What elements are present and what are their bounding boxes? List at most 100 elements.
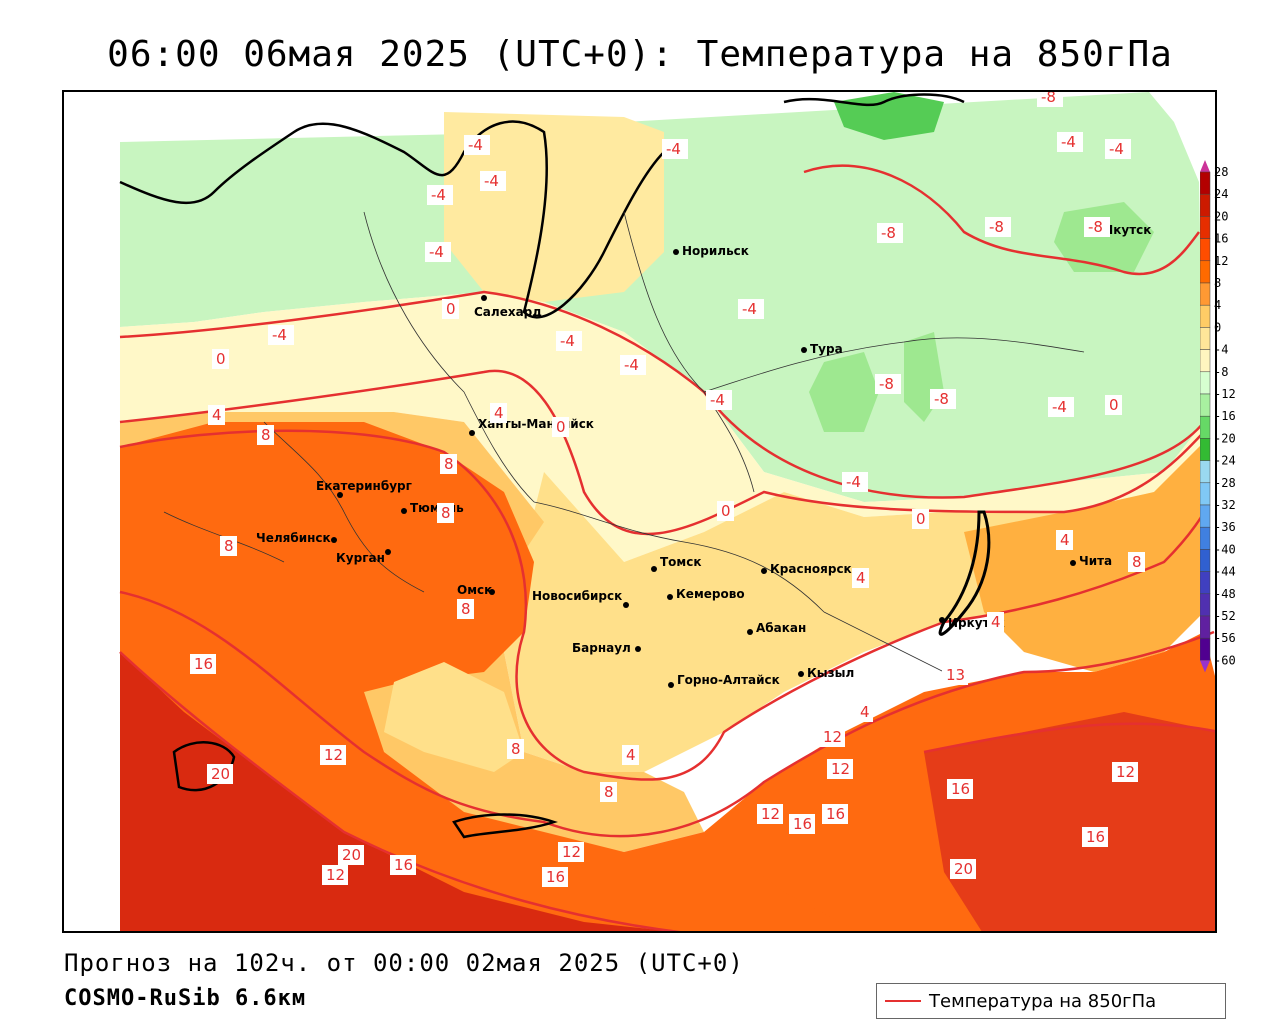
taimyr-coastline <box>783 93 965 107</box>
svg-text:Курган: Курган <box>336 551 385 565</box>
admin-borders <box>163 211 1085 673</box>
isotherm-label: 16 <box>546 868 565 886</box>
isotherm-label: 0 <box>556 418 566 436</box>
isotherm-label: -8 <box>934 390 949 408</box>
city-tyumen[interactable]: Тюмень <box>401 501 464 515</box>
svg-text:Чита: Чита <box>1079 554 1112 568</box>
map-canvas: Салехард Норильск Якутск Тура Ханты-Манс… <box>119 92 1215 931</box>
isotherm-label: 12 <box>761 805 780 823</box>
svg-text:Салехард: Салехард <box>474 305 542 319</box>
city-gorno-altaysk[interactable]: Горно-Алтайск <box>668 673 780 688</box>
city-chita[interactable]: Чита <box>1070 554 1112 568</box>
isotherm-label-bg <box>437 503 454 523</box>
colorbar-tick-label: -8 <box>1214 365 1228 379</box>
city-krasnoyarsk[interactable]: Красноярск <box>761 562 852 576</box>
svg-text:Кызыл: Кызыл <box>807 666 854 680</box>
city-kyzyl[interactable]: Кызыл <box>798 666 854 680</box>
colorbar-swatch <box>1200 393 1211 417</box>
isotherm-label: 16 <box>194 655 213 673</box>
isotherm-label-bg <box>987 612 1004 632</box>
isotherm-4 <box>119 429 1206 781</box>
isotherm-label: 8 <box>1132 553 1142 571</box>
colorbar-swatch <box>1200 504 1211 528</box>
isotherm-label-bg <box>842 472 868 492</box>
colorbar-min-arrow <box>1200 660 1210 673</box>
colorbar-swatch <box>1200 216 1211 239</box>
field-yellow-pale <box>120 292 1204 562</box>
colorbar-tick-label: -4 <box>1214 343 1228 357</box>
isotherm-label: 8 <box>461 600 471 618</box>
isotherm-label: -8 <box>989 218 1004 236</box>
isotherm-label-bg <box>912 509 929 529</box>
isotherm-label: 0 <box>216 350 226 368</box>
isotherm-label: -4 <box>1109 140 1124 158</box>
isotherm-label: 8 <box>441 504 451 522</box>
isotherm-label-bg <box>620 355 646 375</box>
isotherm-label-bg <box>208 405 225 425</box>
city-barnaul[interactable]: Барнаул <box>572 641 641 655</box>
isotherm-label-bg <box>875 374 901 394</box>
isotherm-8 <box>119 590 1215 838</box>
isotherm-label-bg <box>207 764 233 784</box>
city-tomsk[interactable]: Томск <box>651 555 702 572</box>
colorbar-tick-label: 4 <box>1214 298 1221 312</box>
colorbar-swatch <box>1200 238 1211 262</box>
isotherm-label: 4 <box>626 746 636 764</box>
city-kurgan[interactable]: Курган <box>336 549 391 565</box>
isotherm-label-bg <box>819 727 845 747</box>
svg-text:Екатеринбург: Екатеринбург <box>316 479 412 493</box>
svg-text:Абакан: Абакан <box>756 621 806 635</box>
isotherm-label-bg <box>556 331 582 351</box>
city-novosibirsk[interactable]: Новосибирск <box>532 589 629 608</box>
balkhash-lake <box>452 813 558 839</box>
isotherm-label-bg <box>856 702 873 722</box>
isotherm-label-bg <box>942 665 968 685</box>
isotherm-label-bg <box>1084 217 1110 237</box>
svg-text:Новосибирск: Новосибирск <box>532 589 622 603</box>
colorbar-swatch <box>1200 349 1211 373</box>
colorbar-tick-label: 28 <box>1214 165 1228 179</box>
isotherm-label: -4 <box>624 356 639 374</box>
colorbar-tick-label: 12 <box>1214 254 1228 268</box>
colorbar-tick-label: -32 <box>1214 498 1236 512</box>
isotherm-label-bg <box>852 568 869 588</box>
city-norilsk[interactable]: Норильск <box>673 244 749 258</box>
isotherm-label-bg <box>877 223 903 243</box>
isotherm-label: 12 <box>326 866 345 884</box>
city-chelyabinsk[interactable]: Челябинск <box>256 531 337 545</box>
isotherm-label: 0 <box>1109 396 1119 414</box>
isotherm-label: 16 <box>951 780 970 798</box>
colorbar-tick-label: 24 <box>1214 187 1228 201</box>
svg-text:Челябинск: Челябинск <box>256 531 331 545</box>
city-kemerovo[interactable]: Кемерово <box>667 587 745 601</box>
city-yekaterinburg[interactable]: Екатеринбург <box>316 479 412 498</box>
colorbar-tick-label: -48 <box>1214 587 1236 601</box>
city-salekhard[interactable]: Салехард <box>474 295 542 319</box>
isotherm-label: 12 <box>823 728 842 746</box>
isotherm-label-bg <box>427 185 453 205</box>
isotherm-label: -4 <box>468 136 483 154</box>
isotherm-label: -8 <box>879 375 894 393</box>
city-omsk[interactable]: Омск <box>457 583 495 597</box>
colorbar-swatch <box>1200 460 1211 484</box>
isotherm-label-bg <box>390 855 416 875</box>
isotherm-label-bg <box>542 867 568 887</box>
svg-text:Горно-Алтайск: Горно-Алтайск <box>677 673 780 687</box>
legend-box: Температура на 850гПа <box>876 983 1226 1019</box>
isotherm-label: -4 <box>710 391 725 409</box>
isotherm-label: -4 <box>846 473 861 491</box>
isotherm-label: 8 <box>604 783 614 801</box>
temperature-map[interactable]: Салехард Норильск Якутск Тура Ханты-Манс… <box>62 90 1217 933</box>
colorbar-swatch <box>1200 304 1211 328</box>
isotherm-label: 13 <box>946 666 965 684</box>
city-tura[interactable]: Тура <box>801 342 843 356</box>
city-abakan[interactable]: Абакан <box>747 621 806 635</box>
colorbar-tick-label: 0 <box>1214 320 1221 334</box>
isotherm-label: 20 <box>954 860 973 878</box>
colorbar-swatch <box>1200 282 1211 306</box>
isotherm-label: 0 <box>446 300 456 318</box>
isotherm-12 <box>119 651 681 931</box>
city-markers: Салехард Норильск Якутск Тура Ханты-Манс… <box>256 223 1151 688</box>
isotherm-label: 4 <box>856 569 866 587</box>
baikal-lake <box>938 510 991 636</box>
